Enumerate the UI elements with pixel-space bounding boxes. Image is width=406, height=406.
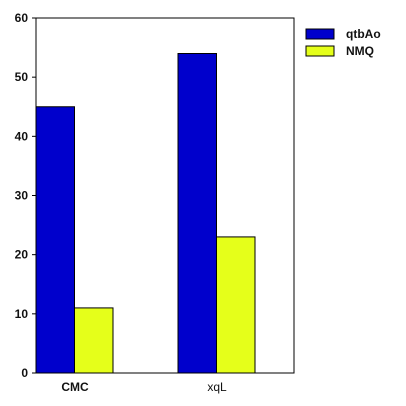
y-axis: 0 10 20 30 40 50 60 — [15, 11, 36, 380]
bar-qtbAo-CMC — [35, 106, 75, 374]
bar-NMQ-CMC — [74, 307, 114, 374]
y-tick-label: 30 — [15, 189, 29, 203]
y-tick-label: 20 — [15, 248, 29, 262]
y-tick-label: 10 — [15, 307, 29, 321]
legend-swatch-qtbAo — [305, 28, 335, 40]
bars-group — [35, 53, 256, 374]
y-tick-label: 50 — [15, 70, 29, 84]
bar-NMQ-xqL — [216, 236, 256, 374]
x-tick-label: xqL — [207, 380, 227, 394]
y-tick-label: 40 — [15, 129, 29, 143]
legend: qtbAo NMQ — [305, 27, 381, 58]
legend-swatch-NMQ — [305, 45, 335, 57]
x-tick-label: CMC — [61, 380, 89, 394]
y-tick-label: 60 — [15, 11, 29, 25]
legend-label: NMQ — [346, 44, 374, 58]
x-axis: CMC xqL — [61, 380, 227, 394]
legend-label: qtbAo — [346, 27, 381, 41]
y-tick-label: 0 — [21, 366, 28, 380]
bar-qtbAo-xqL — [177, 53, 217, 374]
